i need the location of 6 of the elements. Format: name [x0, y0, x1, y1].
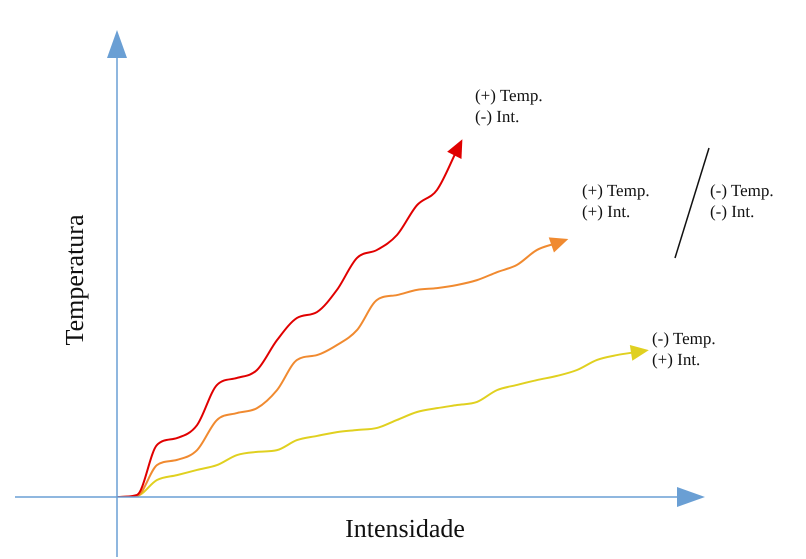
annotation: (-) Temp. (+) Int. — [652, 328, 716, 370]
text: (-) Temp. (-) Int. — [710, 180, 774, 222]
text: (+) Temp. (-) Int. — [475, 85, 543, 127]
x-axis-title: Intensidade — [344, 514, 466, 544]
y-axis-title: Temperatura — [60, 214, 90, 346]
annotation: (+) Temp. (+) Int. — [582, 180, 650, 222]
